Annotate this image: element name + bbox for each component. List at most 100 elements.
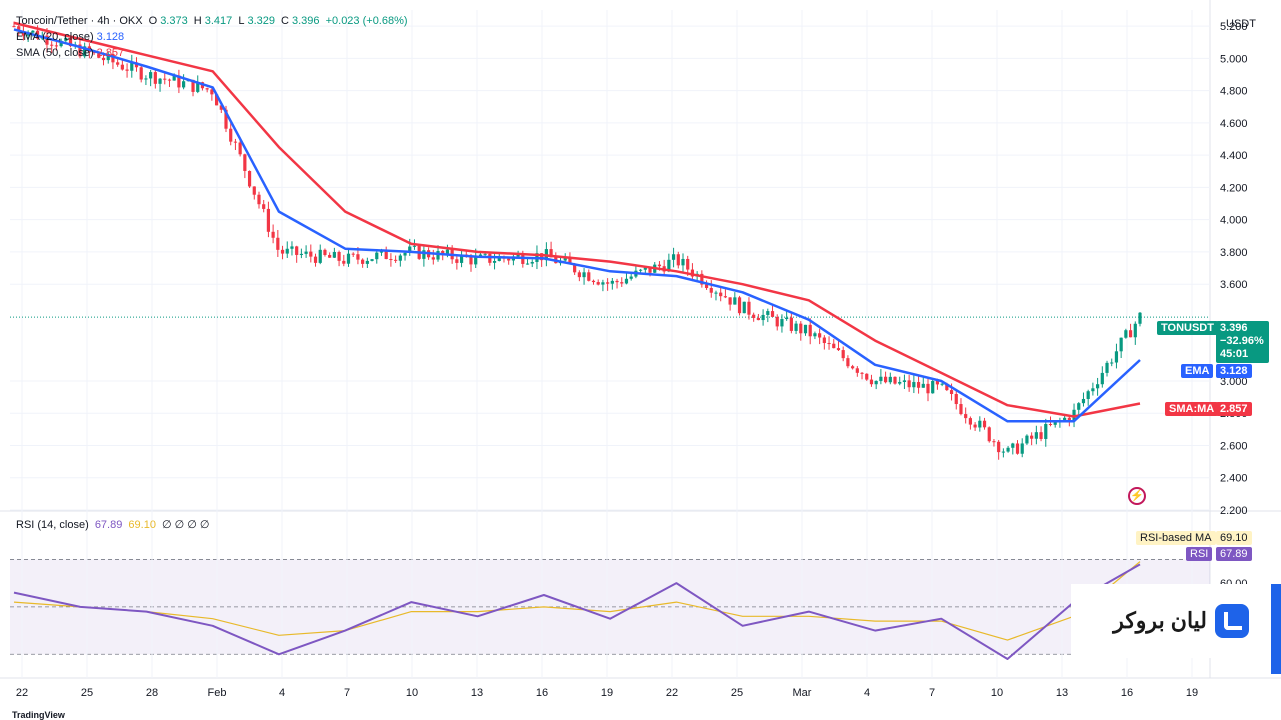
date-tick-label: 7 [344,687,350,699]
candle-body [690,269,695,277]
date-tick-label: 28 [146,687,158,699]
date-tick-label: 16 [1121,687,1133,699]
candle-body [615,280,619,283]
rsi-ma-tag-value: 69.10 [1216,531,1252,545]
sma-tag-value: 2.857 [1216,402,1252,416]
lightning-icon[interactable]: ⚡ [1128,487,1146,505]
price-tick-label: 4.000 [1220,215,1248,227]
tradingview-logo: TradingView [12,710,65,720]
date-tick-label: 13 [1056,687,1068,699]
candle-body [469,257,473,265]
candle-body [841,350,845,359]
candle-body [719,292,723,297]
broker-watermark: لیان بروکر [1071,584,1267,658]
candle-body [624,278,629,284]
candle-body [210,89,214,95]
candle-body [1001,451,1005,453]
candle-body [125,69,129,71]
price-symbol-tag: TONUSDT [1157,321,1218,335]
candle-body [111,53,115,63]
candle-body [92,52,96,54]
candle-body [365,260,369,264]
candle-body [483,253,487,255]
candle-body [935,380,940,385]
candle-body [299,253,303,255]
candle-body [318,249,322,263]
candle-body [582,272,586,278]
date-tick-label: 10 [991,687,1003,699]
candle-body [667,259,671,272]
sma-legend[interactable]: SMA (50, close) 2.857 [16,45,127,61]
candle-body [997,441,1001,453]
rsi-tag-value: 67.89 [1216,547,1252,561]
candle-body [737,297,742,314]
candle-body [205,88,209,90]
rsi-legend[interactable]: RSI (14, close) 67.89 69.10 ∅ ∅ ∅ ∅ [16,517,213,533]
candle-body [1081,398,1086,404]
candle-body [403,252,407,256]
candle-body [671,254,676,260]
price-tick-label: 2.400 [1220,473,1248,485]
price-tick-label: 4.400 [1220,150,1248,162]
candle-body [507,258,511,261]
candle-body [525,263,530,265]
sma-tag: SMA:MA [1165,402,1219,416]
candle-body [775,316,779,327]
candle-body [59,40,63,47]
candle-body [1053,420,1057,425]
candle-body [68,38,73,47]
candle-body [285,248,289,254]
candle-body [1138,312,1142,324]
candle-body [610,280,614,284]
candle-body [709,288,713,293]
ema-tag-value: 3.128 [1216,364,1252,378]
date-tick-label: 4 [864,687,870,699]
candle-body [445,249,450,255]
rsi-label: RSI (14, close) [16,519,89,531]
candle-body [851,366,855,369]
candle-body [865,373,869,380]
candle-body [412,245,417,247]
candle-body [370,259,374,261]
candle-body [860,372,864,374]
candle-body [1124,330,1128,338]
candle-body [229,128,233,142]
candle-body [1110,362,1114,364]
date-tick-label: 13 [471,687,483,699]
candle-body [803,324,808,334]
candle-body [818,333,822,338]
price-tick-label: 2.200 [1220,505,1248,517]
symbol-title: Toncoin/Tether · 4h · OKX [16,15,143,27]
candle-body [1100,372,1104,385]
candle-body [978,420,982,428]
candle-body [704,284,709,289]
candle-body [733,297,737,305]
candle-body [879,376,883,381]
sma-line [13,21,1141,418]
date-tick-label: 4 [279,687,285,699]
price-tick-label: 5.200 [1220,21,1248,33]
candle-body [214,94,219,106]
candle-body [219,105,223,110]
candle-body [756,317,760,321]
candle-body [563,257,567,261]
candle-body [323,249,327,255]
candle-body [342,260,346,264]
currency-label[interactable]: USDT [1226,18,1256,30]
candle-body [813,333,817,337]
open-label: O [148,15,158,27]
price-tag-change: −32.96% [1220,335,1264,347]
candle-body [12,26,16,28]
candle-body [931,380,935,394]
candle-body [954,394,958,405]
candle-body [893,376,897,384]
candle-body [846,358,850,367]
candle-body [346,253,351,264]
candle-body [587,272,591,281]
candle-body [964,414,968,419]
candle-body [549,249,553,258]
candle-body [907,380,911,388]
ema-legend[interactable]: EMA (20, close) 3.128 [16,29,127,45]
candle-body [31,30,35,33]
